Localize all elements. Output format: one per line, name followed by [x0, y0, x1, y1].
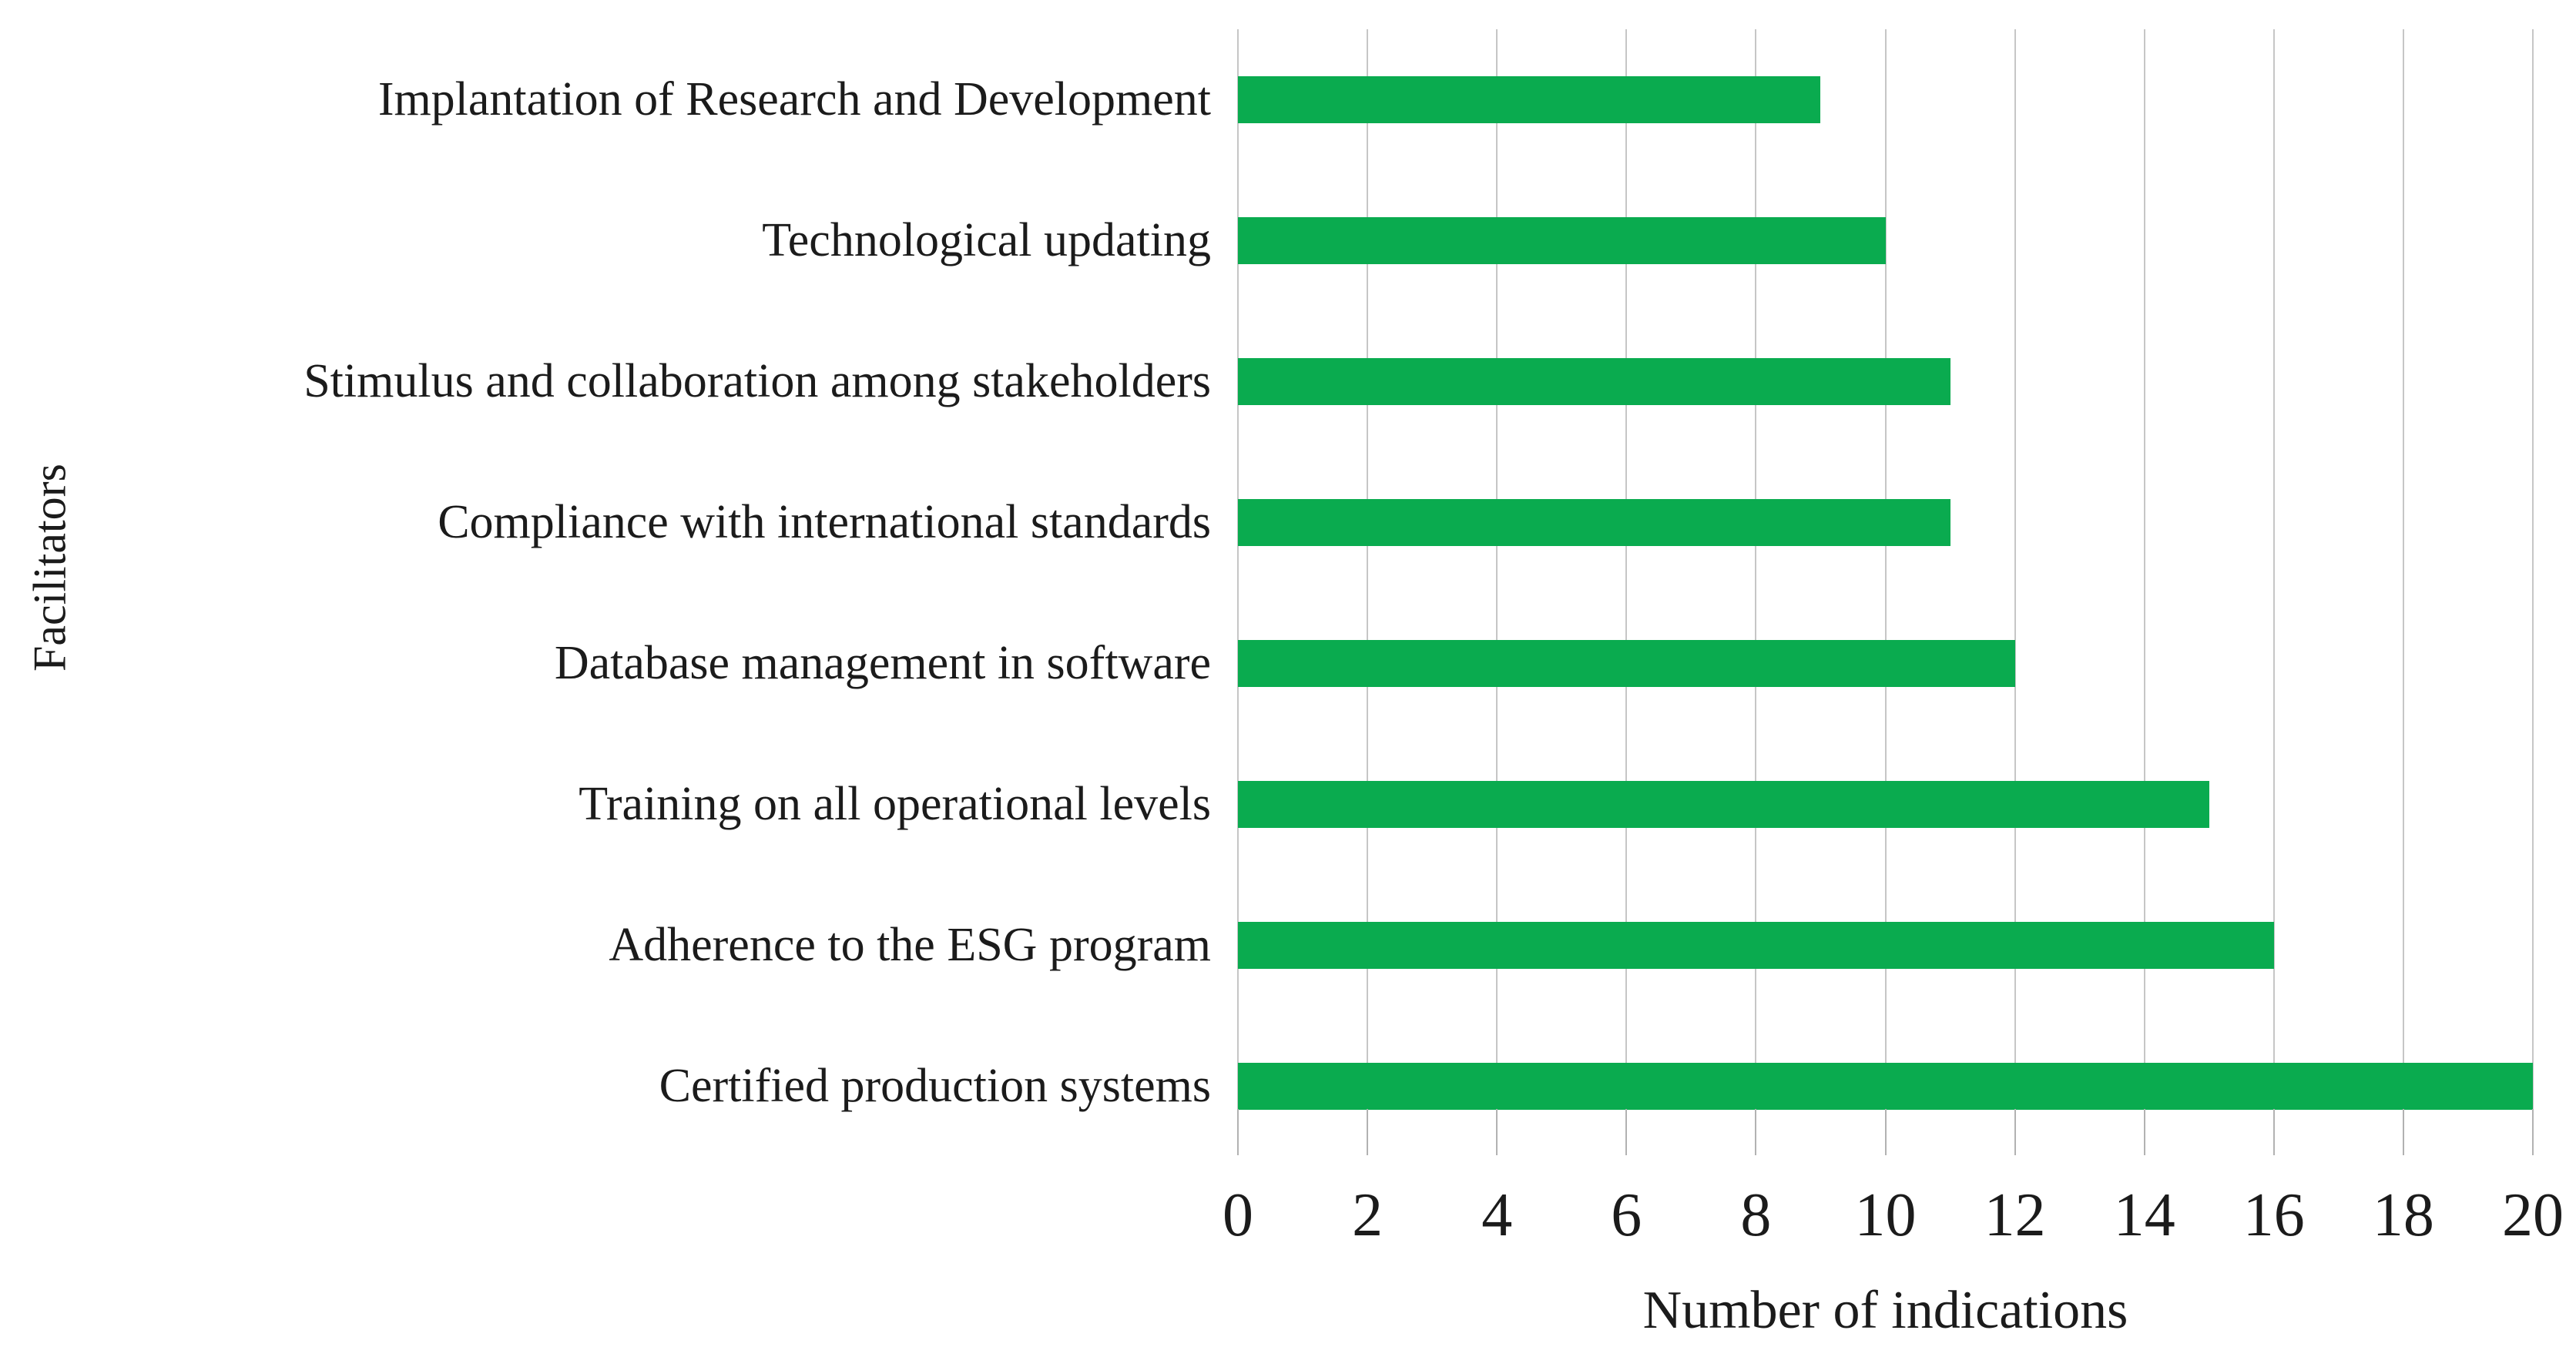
x-tick — [2272, 1109, 2275, 1155]
x-tick — [2014, 1109, 2016, 1155]
bar-5 — [1238, 780, 2209, 828]
category-label: Compliance with international standards — [438, 496, 1211, 548]
x-tick — [1884, 1109, 1887, 1155]
x-axis-title: Number of indications — [1642, 1281, 2128, 1340]
x-tick — [1367, 1109, 1369, 1155]
x-tick-label: 0 — [1223, 1181, 1253, 1249]
x-tick — [1496, 1109, 1498, 1155]
bar-1 — [1238, 216, 1886, 264]
bar-3 — [1238, 498, 1950, 546]
category-label: Technological updating — [762, 214, 1211, 266]
category-labels: Implantation of Research and Development… — [0, 29, 1211, 1112]
bar-0 — [1238, 75, 1821, 123]
x-tick-label: 20 — [2502, 1181, 2564, 1249]
category-label: Certified production systems — [659, 1060, 1211, 1112]
gridline — [1884, 29, 1887, 1109]
category-label: Adherence to the ESG program — [609, 919, 1211, 971]
gridline — [1496, 29, 1498, 1109]
x-tick-label: 14 — [2113, 1181, 2175, 1249]
category-label: Implantation of Research and Development — [377, 73, 1211, 126]
category-label: Stimulus and collaboration among stakeho… — [304, 355, 1211, 407]
x-tick-label: 12 — [1984, 1181, 2046, 1249]
x-tick — [1625, 1109, 1628, 1155]
gridline — [2272, 29, 2275, 1109]
bar-6 — [1238, 921, 2274, 969]
x-tick — [2143, 1109, 2145, 1155]
gridline — [1755, 29, 1757, 1109]
gridline — [2143, 29, 2145, 1109]
gridline — [2402, 29, 2404, 1109]
x-tick — [1237, 1109, 1239, 1155]
x-tick-label: 6 — [1611, 1181, 1642, 1249]
x-tick-label: 8 — [1740, 1181, 1772, 1249]
gridline — [1625, 29, 1628, 1109]
category-label: Training on all operational levels — [579, 778, 1211, 830]
x-tick — [2532, 1109, 2534, 1155]
x-tick-label: 4 — [1481, 1181, 1513, 1249]
x-tick — [1755, 1109, 1757, 1155]
category-label: Database management in software — [554, 637, 1211, 689]
gridline — [2014, 29, 2016, 1109]
gridline — [2532, 29, 2534, 1109]
x-tick — [2402, 1109, 2404, 1155]
x-tick-label: 10 — [1854, 1181, 1917, 1249]
x-tick-label: 2 — [1352, 1181, 1384, 1249]
gridline — [1237, 29, 1239, 1109]
bar-2 — [1238, 357, 1950, 405]
bar-7 — [1238, 1062, 2533, 1110]
x-tick-label: 16 — [2242, 1181, 2305, 1249]
bar-4 — [1238, 639, 2015, 687]
x-tick-label: 18 — [2372, 1181, 2434, 1249]
gridline — [1367, 29, 1369, 1109]
plot-area — [1237, 29, 2534, 1110]
